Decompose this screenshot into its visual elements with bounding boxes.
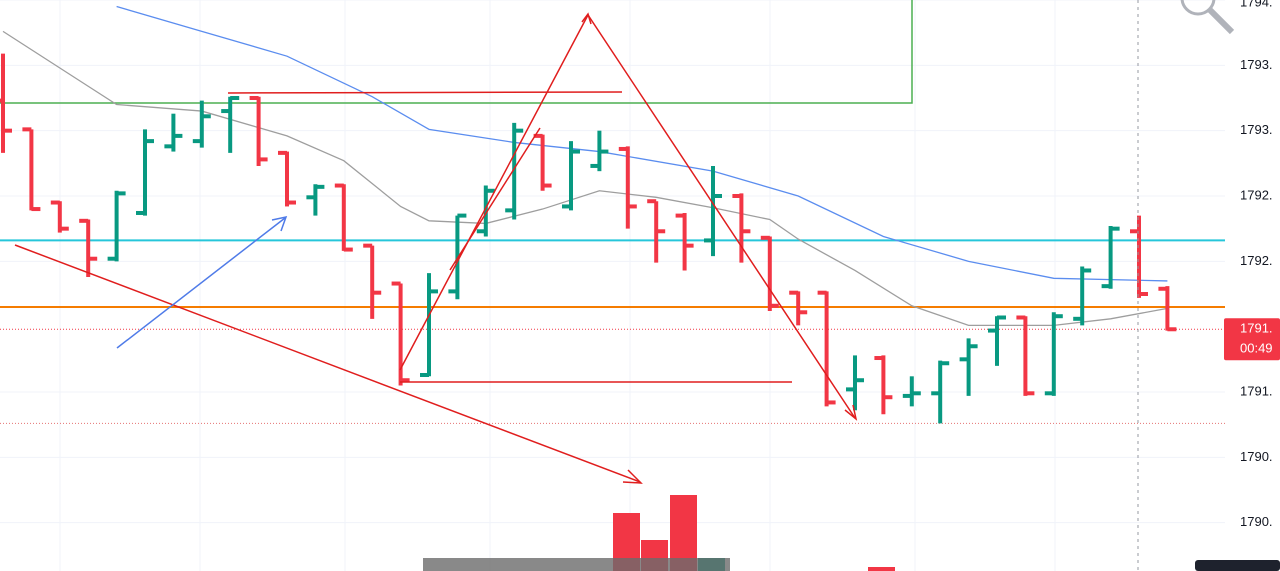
y-tick-label: 1794.	[1240, 0, 1273, 9]
drawings	[14, 12, 858, 484]
y-tick-label: 1790.	[1240, 514, 1273, 529]
bars	[0, 53, 1177, 424]
y-tick-label: 1793.	[1240, 57, 1273, 72]
countdown: 00:49	[1240, 341, 1273, 356]
zone-rectangle	[0, 0, 913, 104]
blue-arrow	[116, 215, 288, 349]
y-tick-label: 1790.	[1240, 449, 1273, 464]
axis-button[interactable]	[1195, 560, 1280, 571]
y-tick-label: 1791.	[1240, 383, 1273, 398]
y-tick-label: 1792.	[1240, 187, 1273, 202]
last-price-box	[1224, 318, 1280, 361]
vertical-grid	[59, 0, 1056, 571]
last-price-label: 1791.	[1240, 321, 1273, 336]
moving-averages	[2, 5, 1168, 327]
zoom-icon[interactable]	[1180, 0, 1235, 35]
grid	[0, 0, 1225, 524]
price-axis	[1225, 0, 1280, 571]
last-price: 1791. 00:49	[1224, 318, 1280, 361]
moving-average	[2, 30, 1168, 327]
price-ticks: 1794. 1793. 1793. 1792. 1792. 1791. 1790. 1790.	[1240, 0, 1273, 529]
y-tick-label: 1792.	[1240, 253, 1273, 268]
horizontal-lines	[0, 239, 1225, 424]
y-tick-label: 1793.	[1240, 122, 1273, 137]
scrollbar[interactable]	[423, 558, 730, 571]
